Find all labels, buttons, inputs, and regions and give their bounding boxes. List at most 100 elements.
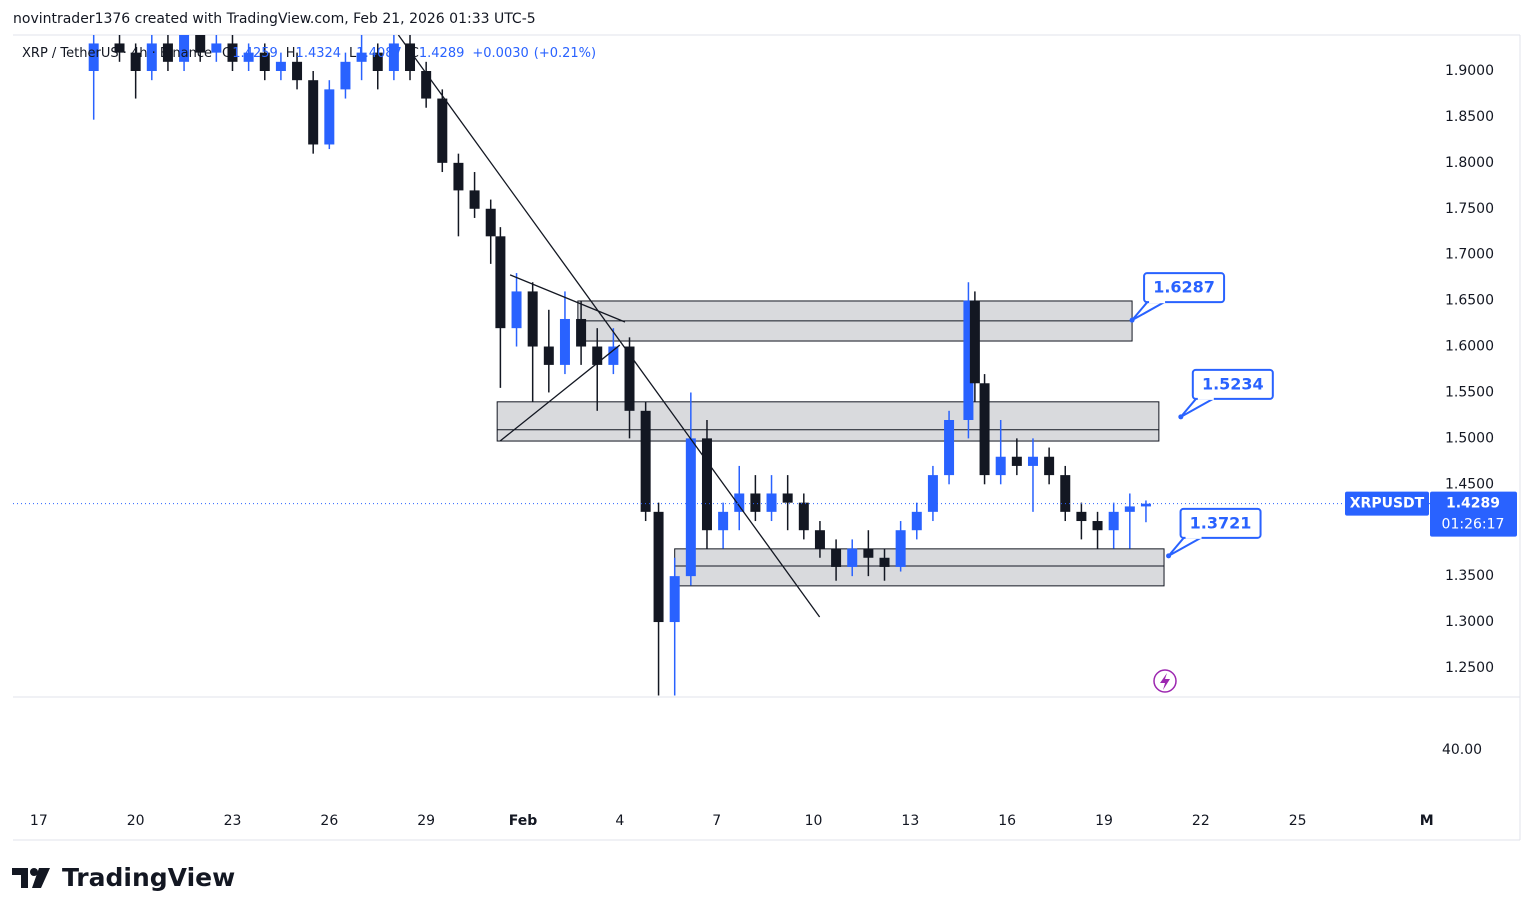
callout-pointer [1131,300,1170,322]
candle-body [669,576,680,623]
candle-body [324,89,335,145]
symbol-tag-label: XRPUSDT [1350,496,1425,512]
x-tick-label: 20 [127,813,145,829]
countdown: 01:26:17 [1442,517,1505,533]
callout-pointer [1167,535,1207,557]
legend-change-pct: (+0.21%) [534,46,596,61]
x-tick-label: 26 [320,813,338,829]
x-tick-label: 7 [712,813,721,829]
y-tick-label: 1.3000 [1445,614,1494,630]
candle-body [259,52,270,72]
candle-body [405,43,416,72]
candle-body [653,511,664,623]
candle-body [608,346,619,365]
callout-label: 1.5234 [1202,374,1264,393]
candle-body [308,80,319,145]
candle-body [1140,503,1151,507]
y-tick-label: 1.9000 [1445,63,1494,79]
legend-value: 1.4259 [232,46,278,61]
candle-body [1011,456,1022,466]
trendline [397,35,821,618]
legend-value: 1.4087 [356,46,402,61]
y-tick-label: 1.7000 [1445,247,1494,263]
x-tick-label: 16 [998,813,1016,829]
candle-body [1108,511,1119,531]
candle-body [750,493,761,512]
candle-body [592,346,603,365]
price-tag-value: 1.4289 [1446,496,1500,512]
y-tick-label: 1.8500 [1445,109,1494,125]
legend-key: L [349,46,357,61]
candle-body [969,300,980,384]
candle-body [340,61,351,90]
candle-body [995,456,1006,476]
candle-body [718,511,729,531]
candle-body [963,300,974,421]
candle-body [543,346,554,365]
x-tick-label: 25 [1289,813,1307,829]
y-tick-label: 1.6000 [1445,339,1494,355]
x-tick-label: 19 [1095,813,1113,829]
legend-change: +0.0030 [472,46,528,61]
candle-body [211,43,222,53]
y-tick-label: 1.6500 [1445,293,1494,309]
candle-body [863,548,874,558]
candle-body [1060,475,1071,512]
candle-body [576,318,587,347]
candle-body [766,493,777,512]
candle-body [782,493,793,503]
candle-body [130,52,141,72]
y-tick-label: 1.5500 [1445,384,1494,400]
legend-symbol: XRP / TetherUS · 4h · Binance [22,46,212,61]
candle-body [831,548,842,567]
candle-body [527,291,538,347]
brand: TradingView [62,863,235,892]
candle-body [701,438,712,531]
candle-body [879,557,890,567]
symbol-tag [1345,491,1429,516]
callout-joint [1185,534,1202,539]
candle-body [495,236,506,329]
x-tick-label: 10 [805,813,823,829]
candle-body [162,43,173,62]
candle-body [453,162,464,191]
trendline [499,344,621,442]
x-tick-label: 22 [1192,813,1210,829]
x-tick-label: M [1420,813,1434,829]
y-tick-label: 1.3500 [1445,568,1494,584]
legend-value: 1.4324 [296,46,342,61]
legend-key: C [410,46,419,61]
logo-icon [12,868,50,888]
callout-joint [1149,299,1166,304]
candle-body [356,52,367,62]
y-tick-label: 1.7500 [1445,201,1494,217]
zone [496,401,1160,442]
candle-body [388,43,399,72]
zone [674,548,1165,587]
candle-body [1027,456,1038,466]
candle-body [685,438,696,577]
candle-body [421,71,432,99]
x-tick-label: 29 [417,813,435,829]
candle-body [944,420,955,476]
y-tick-label: 1.4500 [1445,476,1494,492]
candle-body [559,318,570,365]
candle-body [114,43,125,53]
candle-body [640,410,651,512]
callout-box [1191,368,1274,400]
x-tick-label: 23 [224,813,242,829]
y-tick-label: 1.8000 [1445,155,1494,171]
lower-pane-tick: 40.00 [1442,742,1482,758]
candle-body [372,52,383,72]
attribution: novintrader1376 created with TradingView… [13,11,536,27]
overlay: XRPUSDT 1.4289 01:26:17 1.6287 1.5234 1.3721 X… [13,46,1517,693]
price-pane [88,35,1165,696]
legend-key: O [222,46,232,61]
candle-body [243,52,254,62]
callout-anchor [1129,317,1135,323]
candle-body [1044,456,1055,476]
candle-body [847,548,858,567]
candle-body [195,35,206,53]
